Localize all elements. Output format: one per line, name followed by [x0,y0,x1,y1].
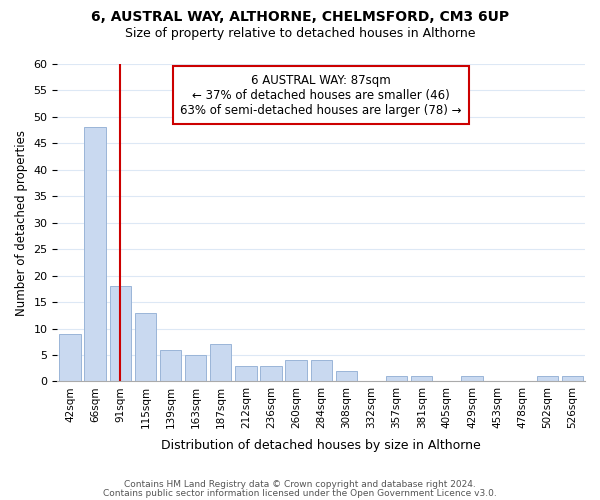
Bar [59,334,80,382]
Bar [185,355,206,382]
Text: Contains public sector information licensed under the Open Government Licence v3: Contains public sector information licen… [103,488,497,498]
Bar [562,376,583,382]
Bar [335,371,357,382]
Bar [386,376,407,382]
Bar [411,376,433,382]
Bar [461,376,482,382]
Bar [210,344,232,382]
X-axis label: Distribution of detached houses by size in Althorne: Distribution of detached houses by size … [161,440,481,452]
Text: Contains HM Land Registry data © Crown copyright and database right 2024.: Contains HM Land Registry data © Crown c… [124,480,476,489]
Bar [536,376,558,382]
Text: 6, AUSTRAL WAY, ALTHORNE, CHELMSFORD, CM3 6UP: 6, AUSTRAL WAY, ALTHORNE, CHELMSFORD, CM… [91,10,509,24]
Text: Size of property relative to detached houses in Althorne: Size of property relative to detached ho… [125,28,475,40]
Bar [235,366,257,382]
Bar [110,286,131,382]
Bar [85,128,106,382]
Bar [134,312,156,382]
Bar [311,360,332,382]
Y-axis label: Number of detached properties: Number of detached properties [15,130,28,316]
Bar [260,366,281,382]
Bar [286,360,307,382]
Text: 6 AUSTRAL WAY: 87sqm
← 37% of detached houses are smaller (46)
63% of semi-detac: 6 AUSTRAL WAY: 87sqm ← 37% of detached h… [181,74,462,116]
Bar [160,350,181,382]
